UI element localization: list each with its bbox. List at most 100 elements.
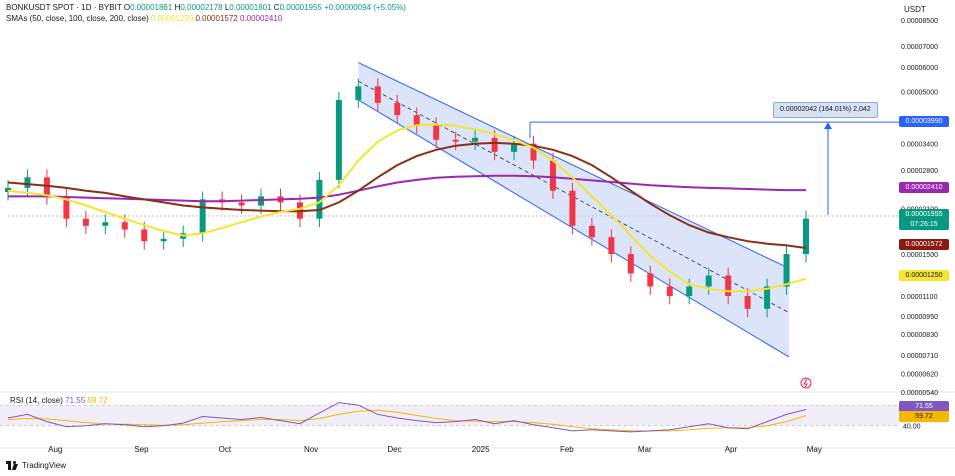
candle-body [511, 143, 518, 152]
rsi-label: RSI (14, close) [10, 396, 63, 405]
sma200-price-tag: 0.00002410 [899, 182, 949, 193]
candle-body [394, 102, 401, 116]
time-axis-label: 2025 [472, 445, 490, 454]
sma50-value: 0.00001250 [150, 14, 194, 23]
candle-body [433, 125, 440, 140]
price-axis-label: 0.00001100 [901, 294, 938, 301]
tradingview-icon [6, 461, 18, 470]
time-axis-label: Mar [638, 445, 652, 454]
candle-body [63, 196, 70, 219]
lightning-bolt-icon [803, 378, 808, 388]
price-axis-label: 0.00000710 [901, 353, 938, 360]
candle-body [530, 143, 537, 161]
sma100-value: 0.00001572 [195, 14, 238, 23]
candle-body [355, 86, 362, 100]
symbol-label[interactable]: BONKUSDT SPOT · 1D · BYBIT [6, 3, 122, 12]
candle-body [413, 115, 420, 126]
time-axis-label: May [807, 445, 822, 454]
candle-body [744, 295, 751, 309]
rsi-pane: 80.0040.00 [0, 402, 921, 433]
candle-body [199, 199, 206, 234]
time-axis-label: Apr [725, 445, 738, 454]
candle-body [588, 225, 595, 238]
price-axis: 0.00008500 0.00007000 0.00006000 0.00005000… [901, 18, 938, 397]
time-axis-label: Dec [387, 445, 401, 454]
candle-body [5, 187, 11, 193]
rsi-ma-tag: 59.72 [899, 411, 949, 422]
candle-body [608, 237, 615, 255]
price-axis-label: 0.00000830 [901, 332, 938, 339]
candle-body [335, 99, 342, 180]
measure-label: 0.00002042 (164.01%) 2,042 [773, 102, 878, 118]
candle-body [705, 275, 712, 287]
rsi-band [0, 405, 899, 426]
candle-body [141, 229, 148, 242]
price-axis-label: 0.00000540 [901, 390, 938, 397]
channel-upper [358, 62, 790, 269]
last-price-tag: 0.00001955 [899, 209, 949, 220]
sma-lines [7, 123, 807, 293]
price-axis-label: 0.00000620 [901, 371, 938, 378]
candle-body [647, 273, 654, 287]
low-value: 0.00001801 [229, 3, 272, 12]
candle-body [803, 218, 809, 255]
rsi-axis-label: 40.00 [903, 424, 921, 431]
measure-tool [529, 121, 899, 389]
currency-label: USDT [904, 5, 926, 14]
candle-body [666, 286, 673, 296]
channel-lower [358, 99, 790, 358]
open-value: 0.00001861 [130, 3, 173, 12]
time-axis: Aug Sep Oct Nov Dec 2025 Feb Mar Apr May [48, 445, 822, 454]
candle-body [569, 190, 576, 226]
low-label: L [224, 3, 230, 12]
time-axis-label: Aug [48, 445, 62, 454]
high-label: H [174, 3, 181, 12]
price-axis-label: 0.00006000 [901, 65, 938, 72]
candle-body [238, 202, 245, 206]
tradingview-brand: TradingView [22, 461, 67, 470]
lightning-icon [800, 377, 812, 389]
price-axis-label: 0.00007000 [901, 44, 938, 51]
rsi-value-tag: 71.55 [899, 401, 949, 412]
sma100-price-tag: 0.00001572 [899, 239, 949, 250]
price-axis-label: 0.00008500 [901, 18, 938, 25]
candle-body [121, 222, 128, 230]
channel-mid [358, 80, 790, 314]
candle-body [764, 286, 771, 309]
symbol-header: BONKUSDT SPOT · 1D · BYBIT O0.00001861 H… [6, 3, 406, 13]
rsi-ma-line [7, 409, 807, 432]
sma50-line [7, 123, 807, 293]
rsi-header[interactable]: RSI (14, close) 71.55 59.72 [10, 396, 107, 405]
candle-body [627, 254, 634, 274]
target-price-tag: 0.00003990 [899, 116, 949, 127]
time-axis-label: Oct [219, 445, 232, 454]
rsi-ma-value: 59.72 [87, 396, 108, 405]
close-label: C [273, 3, 280, 12]
candle-body [374, 86, 381, 103]
candle-body [491, 137, 498, 152]
price-axis-label: 0.00003400 [901, 142, 938, 149]
countdown-tag: 07:26:15 [899, 219, 949, 230]
price-axis-label: 0.00005000 [901, 90, 938, 97]
candle-body [783, 254, 790, 287]
time-axis-label: Sep [134, 445, 149, 454]
candle-body [549, 160, 556, 191]
chart-grid [0, 215, 955, 449]
rsi-line [7, 402, 807, 433]
candle-body [316, 179, 323, 219]
open-label: O [123, 3, 131, 12]
sma100-line [7, 141, 807, 249]
price-axis-label: 0.00002800 [901, 168, 938, 175]
candle-body [725, 275, 732, 296]
time-axis-label: Feb [560, 445, 574, 454]
time-axis-label: Nov [304, 445, 318, 454]
measure-arrow-head [824, 122, 832, 130]
sma-header[interactable]: SMAs (50, close, 100, close, 200, close)… [6, 14, 282, 24]
candle-body [102, 222, 109, 226]
candle-body [472, 137, 479, 142]
candle-body [452, 139, 459, 142]
sma50-price-tag: 0.00001250 [899, 270, 949, 281]
tradingview-logo[interactable]: TradingView [6, 461, 66, 470]
high-value: 0.00002178 [180, 3, 223, 12]
